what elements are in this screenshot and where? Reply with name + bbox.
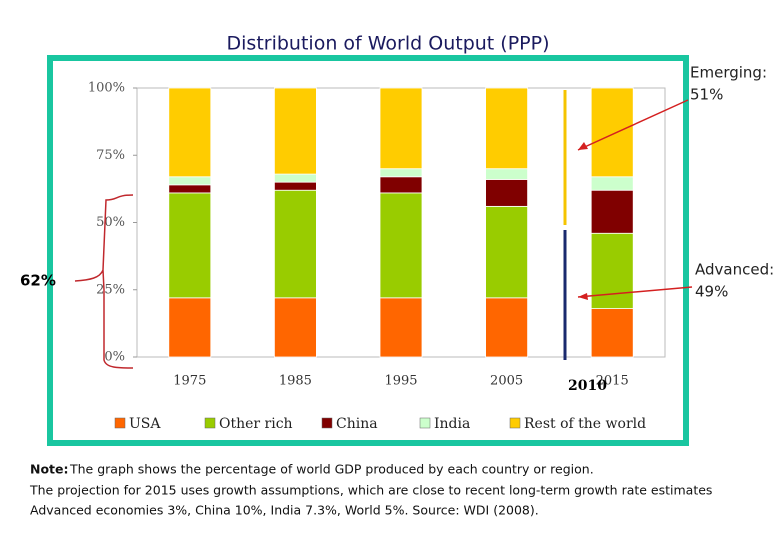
bar-segment [379, 192, 423, 299]
bar-segment [168, 192, 212, 299]
y-tick-label: 0% [104, 350, 125, 365]
bar-segment [168, 176, 212, 186]
bar-segment [379, 176, 423, 194]
x-tick-label: 2005 [490, 374, 523, 389]
y-tick-label: 50% [96, 215, 125, 230]
x-tick-label: 1995 [384, 374, 417, 389]
bar-segment [168, 297, 212, 358]
arrow [577, 286, 693, 298]
legend-label: Other rich [219, 416, 293, 432]
legend-label: USA [129, 416, 161, 432]
note-line: The projection for 2015 uses growth assu… [29, 483, 712, 498]
legend-label: India [434, 416, 470, 432]
bar-segment [590, 232, 634, 309]
bar-segment [273, 181, 317, 191]
bar-segment [590, 189, 634, 234]
bar-segment [168, 184, 212, 194]
arrow [577, 99, 689, 151]
legend-swatch [114, 417, 126, 429]
legend-swatch [204, 417, 216, 429]
bar-segment [590, 308, 634, 358]
advanced-label: Advanced: [695, 261, 774, 279]
bar-segment [485, 205, 529, 299]
advanced-value: 49% [695, 283, 728, 301]
x-tick-label: 1985 [279, 374, 312, 389]
note-line: Advanced economies 3%, China 10%, India … [30, 503, 539, 518]
bar-segment [273, 297, 317, 358]
x-tick-label: 1975 [173, 374, 206, 389]
x-tick-label: 2015 [596, 374, 629, 389]
bar-segment [273, 87, 317, 175]
emerging-label: Emerging: [690, 64, 767, 82]
arrow-head [578, 293, 588, 300]
bar-segment [168, 87, 212, 178]
y-tick-label: 25% [96, 282, 125, 297]
y-tick-label: 75% [96, 148, 125, 163]
legend-swatch [419, 417, 431, 429]
bar-segment [485, 297, 529, 358]
year-label: 2010 [568, 378, 607, 394]
bar-segment [379, 87, 423, 170]
chart-title: Distribution of World Output (PPP) [227, 33, 550, 55]
note-label: Note: [30, 462, 69, 477]
legend-swatch [321, 417, 333, 429]
bar-segment [273, 189, 317, 299]
legend-label: China [336, 416, 378, 432]
bar-segment [485, 87, 529, 170]
legend-label: Rest of the world [524, 416, 646, 432]
y-tick-label: 100% [88, 81, 125, 96]
bar-segment [379, 297, 423, 358]
bar-segment [485, 168, 529, 180]
plot: 0% 25% 50% 75% 100% 1975 1985 1995 2005 2015 USA Ot… [88, 81, 666, 432]
note-line: The graph shows the percentage of world … [69, 462, 594, 477]
bar-segment [590, 87, 634, 178]
arrow-head [578, 142, 588, 150]
emerging-value: 51% [690, 86, 723, 104]
legend-swatch [509, 417, 521, 429]
bar-segment [273, 173, 317, 183]
bracket-label: 62% [20, 272, 56, 290]
bar-segment [485, 179, 529, 207]
bar-segment [379, 168, 423, 178]
bar-segment [590, 176, 634, 191]
frame [47, 55, 689, 446]
bracket [74, 194, 134, 369]
